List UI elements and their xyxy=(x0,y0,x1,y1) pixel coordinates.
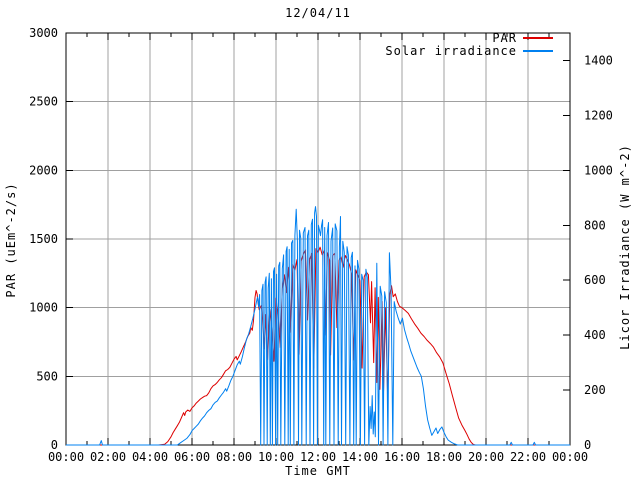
y-axis-label-right: Licor Irradiance (W m^-2) xyxy=(618,144,632,350)
x-tick-label: 06:00 xyxy=(174,450,210,464)
y-right-tick-label: 600 xyxy=(584,273,606,287)
y-right-tick-label: 1200 xyxy=(584,108,613,122)
x-tick-label: 14:00 xyxy=(342,450,378,464)
y-right-tick-label: 200 xyxy=(584,383,606,397)
x-tick-label: 16:00 xyxy=(384,450,420,464)
x-tick-label: 04:00 xyxy=(132,450,168,464)
x-tick-label: 20:00 xyxy=(468,450,504,464)
x-tick-label: 22:00 xyxy=(510,450,546,464)
x-tick-label: 02:00 xyxy=(90,450,126,464)
solar-irradiance-line xyxy=(66,206,570,446)
legend: PAR Solar irradiance xyxy=(385,30,553,58)
y-right-tick-label: 800 xyxy=(584,218,606,232)
x-tick-label: 00:00 xyxy=(48,450,84,464)
legend-label-solar: Solar irradiance xyxy=(385,43,517,58)
x-tick-label: 10:00 xyxy=(258,450,294,464)
y-left-tick-label: 0 xyxy=(51,438,58,452)
y-right-tick-label: 0 xyxy=(584,438,591,452)
y-right-tick-label: 400 xyxy=(584,328,606,342)
y-left-tick-label: 2000 xyxy=(29,163,58,177)
y-right-tick-label: 1400 xyxy=(584,53,613,67)
legend-item-solar: Solar irradiance xyxy=(385,43,553,58)
chart-title: 12/04/11 xyxy=(285,6,351,20)
solar-line-swatch xyxy=(523,49,553,52)
x-tick-label: 08:00 xyxy=(216,450,252,464)
y-left-tick-label: 500 xyxy=(36,369,58,383)
x-axis-label: Time GMT xyxy=(285,464,351,478)
x-tick-label: 12:00 xyxy=(300,450,336,464)
y-left-tick-label: 1000 xyxy=(29,301,58,315)
x-tick-label: 18:00 xyxy=(426,450,462,464)
x-tick-label: 00:00 xyxy=(552,450,588,464)
y-left-tick-label: 2500 xyxy=(29,95,58,109)
legend-label-par: PAR xyxy=(492,30,517,45)
legend-item-par: PAR xyxy=(385,30,553,45)
y-right-tick-label: 1000 xyxy=(584,163,613,177)
y-left-tick-label: 1500 xyxy=(29,232,58,246)
par-line-swatch xyxy=(523,36,553,39)
y-left-tick-label: 3000 xyxy=(29,26,58,40)
y-axis-label-left: PAR (uEm^-2/s) xyxy=(4,182,18,298)
par-line xyxy=(66,246,570,446)
